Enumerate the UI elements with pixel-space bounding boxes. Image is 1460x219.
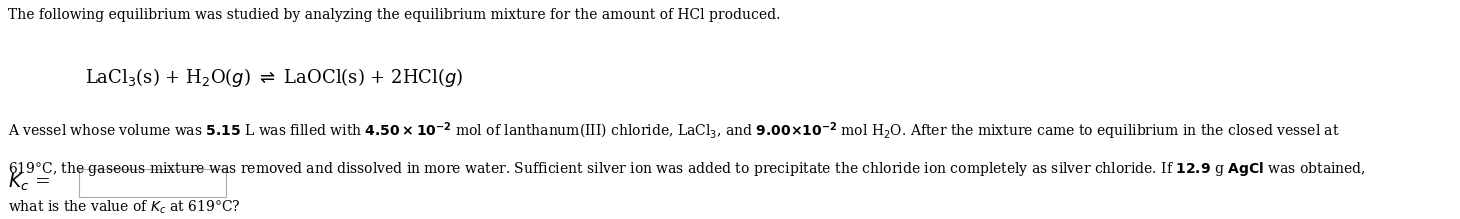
- FancyBboxPatch shape: [79, 169, 226, 197]
- Text: A vessel whose volume was $\bf{5.15}$ L was filled with $\bf{4.50 \times 10^{-2}: A vessel whose volume was $\bf{5.15}$ L …: [9, 120, 1340, 142]
- Text: $K_c$ =: $K_c$ =: [9, 172, 50, 193]
- Text: The following equilibrium was studied by analyzing the equilibrium mixture for t: The following equilibrium was studied by…: [9, 8, 781, 22]
- Text: LaCl$_3$(s) + H$_2$O($g$) $\rightleftharpoons$ LaOCl(s) + 2HCl($g$): LaCl$_3$(s) + H$_2$O($g$) $\rightlefthar…: [85, 66, 464, 89]
- Text: what is the value of $K_c$ at 619°C?: what is the value of $K_c$ at 619°C?: [9, 199, 241, 216]
- Text: 619°C, the gaseous mixture was removed and dissolved in more water. Sufficient s: 619°C, the gaseous mixture was removed a…: [9, 160, 1367, 178]
